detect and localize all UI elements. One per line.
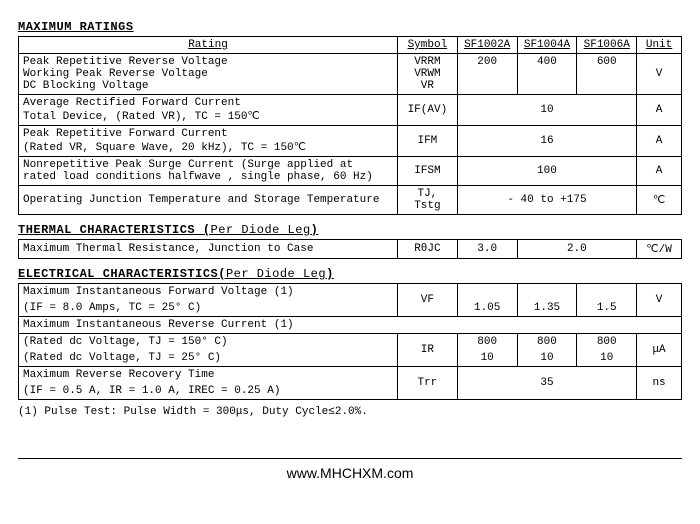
max-ratings-title: MAXIMUM RATINGS (18, 20, 682, 34)
cell-merged: - 40 to +175 (457, 186, 636, 215)
cell-desc: Maximum Instantaneous Reverse Current (1… (19, 317, 682, 334)
cell-v2: 1.35 (517, 284, 577, 317)
cell-unit: V (637, 284, 682, 317)
cell-unit: A (637, 95, 682, 126)
thermal-title: THERMAL CHARACTERISTICS (Per Diode Leg) (18, 223, 682, 237)
cell-v1: 3.0 (457, 240, 517, 259)
table-row: Maximum Reverse Recovery Time Trr 35 ns (19, 367, 682, 384)
cell-unit: A (637, 126, 682, 157)
max-ratings-table: Rating Symbol SF1002A SF1004A SF1006A Un… (18, 36, 682, 215)
cell-symbol: TJ, Tstg (398, 186, 458, 215)
cell-symbol: IR (398, 334, 458, 367)
cell-unit: A (637, 157, 682, 186)
cell-v2: 400 (517, 54, 577, 95)
hdr-c1: SF1002A (457, 37, 517, 54)
footer-url: www.MHCHXM.com (18, 458, 682, 481)
cell-desc: Average Rectified Forward Current Total … (19, 95, 398, 126)
cell-desc: Nonrepetitive Peak Surge Current (Surge … (19, 157, 398, 186)
cell-symbol: IFSM (398, 157, 458, 186)
cell-desc: (IF = 0.5 A, IR = 1.0 A, IREC = 0.25 A) (19, 383, 398, 400)
cell-desc: (IF = 8.0 Amps, TC = 25° C) (19, 300, 398, 317)
cell-v3: 10 (577, 350, 637, 367)
cell-symbol: RθJC (398, 240, 458, 259)
cell-unit: ℃ (637, 186, 682, 215)
electrical-table: Maximum Instantaneous Forward Voltage (1… (18, 283, 682, 400)
thermal-table: Maximum Thermal Resistance, Junction to … (18, 239, 682, 259)
cell-v1: 10 (457, 350, 517, 367)
cell-unit: μA (637, 334, 682, 367)
table-row: Nonrepetitive Peak Surge Current (Surge … (19, 157, 682, 186)
cell-v1: 200 (457, 54, 517, 95)
hdr-c3: SF1006A (577, 37, 637, 54)
cell-symbol: VRRM VRWM VR (398, 54, 458, 95)
cell-symbol: Trr (398, 367, 458, 400)
cell-desc: Maximum Thermal Resistance, Junction to … (19, 240, 398, 259)
hdr-c2: SF1004A (517, 37, 577, 54)
cell-unit: ℃/W (637, 240, 682, 259)
cell-merged: 10 (457, 95, 636, 126)
cell-desc: Maximum Reverse Recovery Time (19, 367, 398, 384)
cell-unit: ns (637, 367, 682, 400)
cell-v2: 10 (517, 350, 577, 367)
cell-desc: Operating Junction Temperature and Stora… (19, 186, 398, 215)
hdr-rating: Rating (19, 37, 398, 54)
cell-v23: 2.0 (517, 240, 637, 259)
cell-merged: 100 (457, 157, 636, 186)
cell-symbol: VF (398, 284, 458, 317)
cell-desc: Maximum Instantaneous Forward Voltage (1… (19, 284, 398, 301)
cell-symbol: IFM (398, 126, 458, 157)
table-row: Operating Junction Temperature and Stora… (19, 186, 682, 215)
cell-desc: (Rated dc Voltage, TJ = 150° C) (19, 334, 398, 351)
table-header-row: Rating Symbol SF1002A SF1004A SF1006A Un… (19, 37, 682, 54)
cell-v1: 1.05 (457, 284, 517, 317)
hdr-symbol: Symbol (398, 37, 458, 54)
table-row: Average Rectified Forward Current Total … (19, 95, 682, 126)
cell-merged: 16 (457, 126, 636, 157)
pulse-test-note: (1) Pulse Test: Pulse Width = 300μs, Dut… (18, 406, 682, 418)
cell-desc: Peak Repetitive Forward Current (Rated V… (19, 126, 398, 157)
cell-v3: 600 (577, 54, 637, 95)
cell-desc: (Rated dc Voltage, TJ = 25° C) (19, 350, 398, 367)
cell-desc: Peak Repetitive Reverse Voltage Working … (19, 54, 398, 95)
table-row: (Rated dc Voltage, TJ = 25° C) 10 10 10 (19, 350, 682, 367)
cell-v3: 1.5 (577, 284, 637, 317)
table-row: Maximum Thermal Resistance, Junction to … (19, 240, 682, 259)
cell-v1: 800 (457, 334, 517, 351)
table-row: Peak Repetitive Forward Current (Rated V… (19, 126, 682, 157)
electrical-title: ELECTRICAL CHARACTERISTICS(Per Diode Leg… (18, 267, 682, 281)
table-row: Peak Repetitive Reverse Voltage Working … (19, 54, 682, 95)
table-row: Maximum Instantaneous Forward Voltage (1… (19, 284, 682, 301)
cell-merged: 35 (457, 367, 636, 400)
hdr-unit: Unit (637, 37, 682, 54)
cell-v3: 800 (577, 334, 637, 351)
table-row: (Rated dc Voltage, TJ = 150° C) IR 800 8… (19, 334, 682, 351)
cell-v2: 800 (517, 334, 577, 351)
cell-symbol: IF(AV) (398, 95, 458, 126)
table-row: Maximum Instantaneous Reverse Current (1… (19, 317, 682, 334)
cell-unit: V (637, 54, 682, 95)
